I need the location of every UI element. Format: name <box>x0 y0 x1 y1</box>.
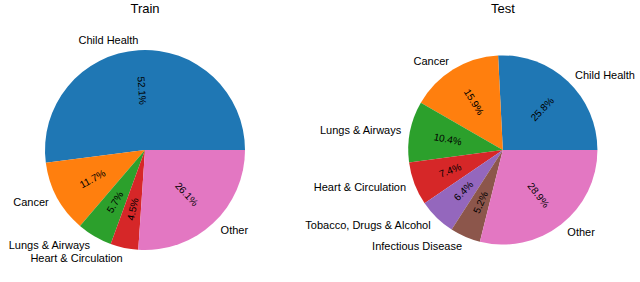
svg-text:Lungs & Airways: Lungs & Airways <box>320 124 402 136</box>
svg-text:Other: Other <box>567 226 595 238</box>
svg-text:6.4%: 6.4% <box>452 179 476 203</box>
html-text:Train: Train <box>130 1 160 16</box>
svg-text:15.9%: 15.9% <box>462 87 486 117</box>
svg-text:Cancer: Cancer <box>13 196 49 208</box>
svg-text:Child Health: Child Health <box>79 34 139 46</box>
svg-text:7.4%: 7.4% <box>438 161 463 179</box>
svg-text:Other: Other <box>221 224 249 236</box>
svg-text:Tobacco, Drugs & Alcohol: Tobacco, Drugs & Alcohol <box>305 219 430 231</box>
svg-text:5.7%: 5.7% <box>104 189 125 214</box>
html-text:Test: Test <box>490 1 515 16</box>
svg-text:4.5%: 4.5% <box>125 197 141 222</box>
svg-text:Child Health: Child Health <box>575 69 635 81</box>
svg-text:10.4%: 10.4% <box>433 131 463 147</box>
svg-text:5.2%: 5.2% <box>471 190 490 215</box>
svg-text:26.1%: 26.1% <box>173 180 200 208</box>
svg-text:28.9%: 28.9% <box>525 180 551 209</box>
svg-text:Heart & Circulation: Heart & Circulation <box>30 252 122 264</box>
svg-text:11.7%: 11.7% <box>78 167 108 190</box>
svg-text:Infectious Disease: Infectious Disease <box>372 240 462 252</box>
svg-text:Cancer: Cancer <box>414 55 450 67</box>
svg-text:Heart & Circulation: Heart & Circulation <box>314 181 406 193</box>
svg-text:25.8%: 25.8% <box>528 95 556 123</box>
svg-text:Lungs & Airways: Lungs & Airways <box>9 239 91 251</box>
svg-text:52.1%: 52.1% <box>136 76 149 105</box>
